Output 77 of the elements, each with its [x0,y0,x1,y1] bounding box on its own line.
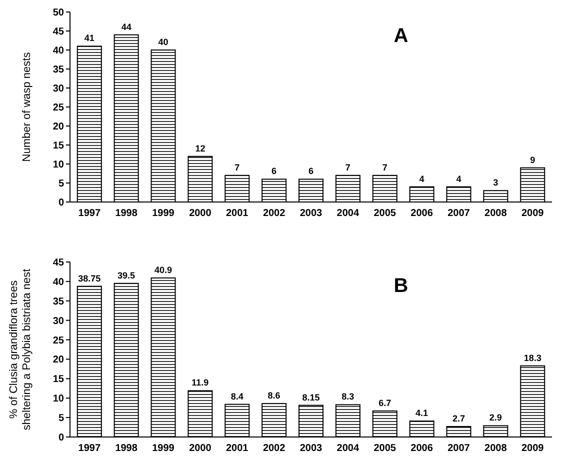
x-tick-label: 2003 [300,208,323,219]
text: B [394,275,408,297]
y-tick-label: 50 [52,8,64,18]
x-tick-label: 1997 [78,443,101,454]
data-label: 6 [272,166,277,176]
x-tick-label: 2009 [521,208,544,219]
data-label: 7 [382,162,388,172]
x-tick-label: 2001 [226,208,249,219]
y-tick-label: 5 [58,178,64,190]
data-label: 7 [345,162,350,172]
y-tick-label: 40 [52,46,64,56]
y-tick-label: 40 [52,276,64,288]
data-label: 6 [308,166,314,176]
data-label: 7 [234,162,240,172]
y-tick-label: 0 [58,198,64,208]
x-tick-label: 2000 [189,443,212,454]
data-label: 44 [121,22,132,32]
data-label: 8.15 [302,392,320,402]
x-tick-label: 2006 [410,208,434,219]
y-tick-label: 45 [52,26,64,38]
data-label: 11.9 [192,378,209,388]
y-tick-label: 20 [52,354,64,366]
y-tick-label: 10 [52,394,64,405]
x-tick-label: 2002 [262,443,286,454]
x-tick-label: 1998 [115,443,138,454]
x-tick-label: 2003 [300,443,323,454]
x-tick-label: 1999 [152,443,175,454]
x-tick-label: 2008 [484,208,508,219]
data-label: 4 [419,174,424,184]
y-tick-label: 35 [52,296,64,308]
data-label: 18.3 [524,352,542,363]
data-label: 8.4 [230,391,244,402]
x-tick-label: 2000 [189,208,212,219]
x-tick-label: 2001 [226,443,249,454]
data-label: 9 [530,154,536,165]
y-tick-label: 15 [52,374,64,386]
data-label: 4 [456,174,462,184]
data-label: 39.5 [118,270,136,280]
x-tick-label: 1998 [115,208,138,219]
x-tick-label: 2006 [410,443,434,454]
data-label: 6.7 [378,398,392,408]
y-tick-label: 15 [52,140,64,152]
y-tick-label: 25 [52,102,64,114]
y-tick-label: 30 [52,84,64,94]
data-label: 8.3 [342,392,354,402]
data-label: 2.9 [489,412,502,423]
data-label: 38.75 [78,273,101,284]
y-tick-label: 30 [52,316,64,327]
data-label: 4.1 [416,408,428,418]
x-tick-label: 2005 [374,208,396,219]
x-tick-label: 2004 [336,208,360,219]
x-tick-label: 2009 [521,443,544,454]
data-label: 40 [158,37,168,47]
data-label: 40.9 [154,264,172,275]
y-tick-label: 0 [58,432,64,444]
y-tick-label: 25 [52,335,64,346]
data-label: 2.7 [452,414,465,424]
data-label: 3 [493,178,498,188]
x-tick-label: 2008 [484,443,508,454]
data-label: 41 [84,33,94,44]
y-tick-label: 20 [52,122,64,132]
x-tick-label: 2007 [448,208,470,219]
x-tick-label: 2007 [448,443,470,454]
y-axis-title: % of Clusia grandiflora trees sheltering a Polybia bistriata nest [8,268,33,430]
data-label: 8.6 [268,390,280,401]
text: A [394,25,408,47]
y-axis-title: Number of wasp nests [21,52,33,162]
data-label: 12 [195,143,206,154]
y-tick-label: 5 [58,413,64,424]
y-tick-label: 10 [52,160,64,170]
x-tick-label: 1997 [78,208,101,219]
y-tick-label: 45 [52,258,64,268]
x-tick-label: 1999 [152,208,175,219]
x-tick-label: 2005 [374,443,396,454]
x-tick-label: 2002 [262,208,286,219]
x-tick-label: 2004 [336,443,360,454]
y-tick-label: 35 [52,64,64,76]
